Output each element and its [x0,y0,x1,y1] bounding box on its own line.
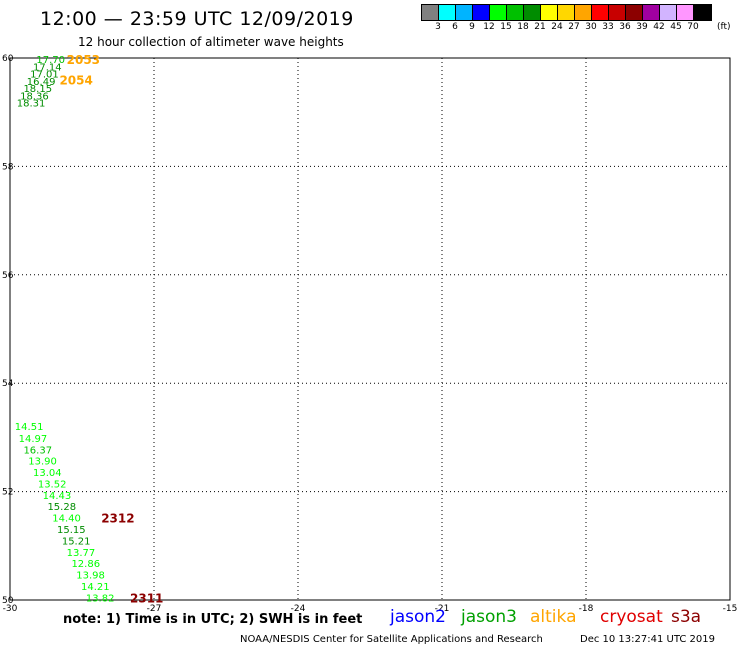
wave-height-value: 18.31 [17,98,46,109]
y-tick-label: 60 [2,54,14,64]
legend-swatch [626,5,643,20]
x-tick-label: -27 [147,604,162,614]
legend-swatch [677,5,694,20]
wave-height-value: 17.70 [36,55,65,66]
legend-tick-label: 45 [670,22,682,32]
pass-time-label: 2054 [59,74,92,88]
legend-tick-label: 15 [500,22,512,32]
legend-swatch [541,5,558,20]
legend-swatch [456,5,473,20]
y-tick-label: 54 [2,379,14,389]
y-tick-label: 58 [2,162,14,172]
footer-timestamp: Dec 10 13:27:41 UTC 2019 [580,634,715,645]
y-tick-label: 56 [2,271,14,281]
satellite-legend-cryosat: cryosat [600,607,663,627]
wave-height-value: 13.52 [38,479,67,490]
x-tick-label: -18 [579,604,594,614]
x-tick-label: -15 [723,604,738,614]
legend-tick-label: 27 [568,22,580,32]
legend-tick-label: 39 [636,22,648,32]
legend-swatch [609,5,626,20]
legend-swatch [422,5,439,20]
legend-tick-label: 42 [653,22,665,32]
wave-height-value: 15.28 [47,502,76,513]
legend-swatch [507,5,524,20]
legend-swatch [643,5,660,20]
legend-unit: (ft) [717,22,731,32]
legend-tick-label: 70 [687,22,699,32]
legend-tick-label: 3 [435,22,441,32]
legend-swatch [439,5,456,20]
wave-height-value: 13.98 [76,571,105,582]
legend-tick-label: 12 [483,22,495,32]
legend-tick-label: 21 [534,22,546,32]
legend-swatch [490,5,507,20]
legend-swatch [660,5,677,20]
wave-height-value: 18.15 [23,84,52,95]
plot-frame [9,57,731,601]
legend-swatch [592,5,609,20]
legend-swatch [575,5,592,20]
wave-height-value: 16.49 [27,77,56,88]
legend-tick-label: 24 [551,22,563,32]
legend-swatch [558,5,575,20]
pass-time-label: 2053 [67,53,100,67]
wave-height-value: 13.04 [33,468,62,479]
wave-height-value: 13.90 [28,457,57,468]
legend-tick-label: 30 [585,22,597,32]
legend-swatch [473,5,490,20]
legend-swatch [694,5,711,20]
units-note: note: 1) Time is in UTC; 2) SWH is in fe… [63,612,363,627]
wave-height-value: 15.15 [57,525,86,536]
legend-tick-label: 9 [469,22,475,32]
wave-height-value: 17.01 [30,70,59,81]
satellite-legend-jason3: jason3 [461,607,517,627]
legend-tick-label: 6 [452,22,458,32]
legend-tick-label: 33 [602,22,614,32]
footer-credit: NOAA/NESDIS Center for Satellite Applica… [240,634,543,645]
wave-height-value: 14.51 [15,422,44,433]
x-tick-label: -21 [435,604,450,614]
y-tick-label: 52 [2,488,13,498]
x-tick-label: -24 [291,604,306,614]
wave-height-value: 14.40 [52,514,81,525]
satellite-legend-altika: altika [530,607,577,627]
wave-height-value: 16.37 [23,445,52,456]
wave-height-value: 17.14 [33,63,62,74]
pass-time-label: 2311 [130,591,163,605]
wave-height-value: 14.43 [43,491,72,502]
x-tick-label: -30 [3,604,18,614]
wave-height-color-legend [421,4,712,21]
legend-tick-label: 18 [517,22,529,32]
chart-subtitle: 12 hour collection of altimeter wave hei… [78,35,344,49]
y-tick-label: 50 [2,596,14,606]
chart-title: 12:00 — 23:59 UTC 12/09/2019 [40,8,354,30]
wave-height-value: 14.21 [81,582,110,593]
wave-height-value: 13.77 [67,548,96,559]
pass-time-label: 2312 [101,512,134,526]
legend-tick-label: 36 [619,22,631,32]
wave-height-value: 13.82 [86,593,115,604]
wave-height-value: 12.86 [71,559,100,570]
legend-swatch [524,5,541,20]
wave-height-value: 14.97 [19,434,48,445]
satellite-legend-jason2: jason2 [390,607,446,627]
wave-height-value: 15.21 [62,536,91,547]
satellite-legend-s3a: s3a [671,607,702,627]
wave-height-value: 18.36 [20,91,49,102]
